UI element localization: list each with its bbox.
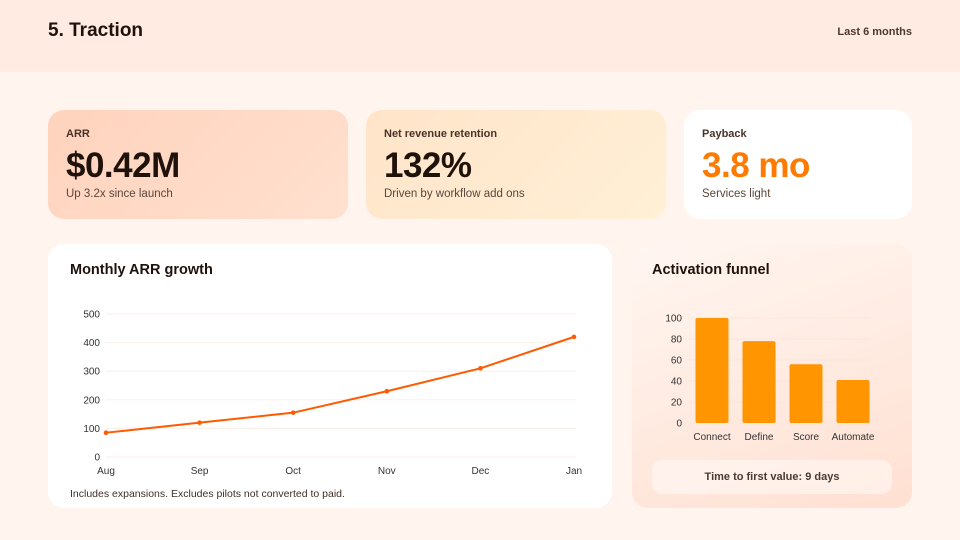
time-to-value-pill: Time to first value: 9 days — [652, 460, 892, 494]
data-point — [571, 334, 577, 340]
x-tick-label: Jan — [566, 466, 582, 477]
bar — [742, 341, 776, 423]
period-label: Last 6 months — [837, 26, 912, 38]
activation-funnel-card: Activation funnel 0 20 40 60 80 100 Connect Def… — [632, 244, 912, 508]
kpi-card-nrr: Net revenue retention 132% Driven by wor… — [366, 110, 666, 219]
y-tick-label: 0 — [94, 453, 100, 464]
kpi-value: $0.42M — [66, 146, 180, 185]
kpi-card-arr: ARR $0.42M Up 3.2x since launch — [48, 110, 348, 219]
y-tick-label: 0 — [676, 419, 682, 430]
x-tick-label: Dec — [472, 466, 490, 477]
series-line — [105, 335, 575, 434]
data-point — [290, 410, 296, 415]
y-tick-label: 80 — [671, 335, 683, 346]
data-point — [103, 430, 109, 435]
y-tick-label: 500 — [83, 310, 100, 321]
x-tick-label: Score — [793, 432, 820, 443]
kpi-sub: Up 3.2x since launch — [66, 188, 173, 200]
y-tick-label: 100 — [665, 314, 682, 325]
line-chart: 0 100 200 300 400 500 Aug Sep Oct Nov Dec Jan — [83, 310, 582, 478]
data-point — [197, 420, 202, 425]
page-title: 5. Traction — [48, 20, 144, 41]
data-point — [478, 366, 483, 371]
kpi-card-payback: Payback 3.8 mo Services light — [684, 110, 912, 219]
kpi-value: 132% — [384, 146, 472, 185]
y-tick-label: 200 — [83, 395, 100, 406]
chart-title: Monthly ARR growth — [70, 262, 213, 278]
header: 5. Traction Last 6 months — [0, 0, 960, 72]
y-tick-label: 40 — [671, 377, 683, 388]
kpi-sub: Driven by workflow add ons — [384, 188, 525, 200]
bar — [695, 318, 729, 423]
x-tick-label: Automate — [832, 432, 875, 443]
chart-title: Activation funnel — [652, 262, 770, 278]
kpi-value: 3.8 mo — [702, 146, 810, 185]
x-tick-label: Nov — [378, 466, 396, 477]
kpi-label: Net revenue retention — [384, 128, 498, 140]
arr-growth-card: Monthly ARR growth 0 100 200 300 400 500 Aug Se… — [48, 244, 612, 508]
bar — [789, 364, 823, 423]
x-tick-label: Oct — [285, 466, 301, 477]
bar — [836, 379, 870, 423]
kpi-sub: Services light — [702, 188, 771, 200]
x-tick-label: Connect — [693, 432, 730, 443]
y-tick-label: 100 — [83, 424, 100, 435]
y-tick-label: 20 — [671, 398, 683, 409]
kpi-label: ARR — [66, 128, 90, 140]
x-tick-label: Sep — [191, 466, 209, 477]
y-tick-label: 400 — [83, 338, 100, 349]
x-tick-label: Define — [745, 432, 774, 443]
x-tick-label: Aug — [97, 466, 115, 477]
kpi-label: Payback — [702, 128, 747, 140]
y-tick-label: 60 — [671, 356, 683, 367]
bar-chart: 0 20 40 60 80 100 Connect Define Score Automate — [665, 314, 875, 444]
y-tick-label: 300 — [83, 367, 100, 378]
data-point — [384, 388, 390, 394]
chart-note: Includes expansions. Excludes pilots not… — [70, 488, 345, 500]
